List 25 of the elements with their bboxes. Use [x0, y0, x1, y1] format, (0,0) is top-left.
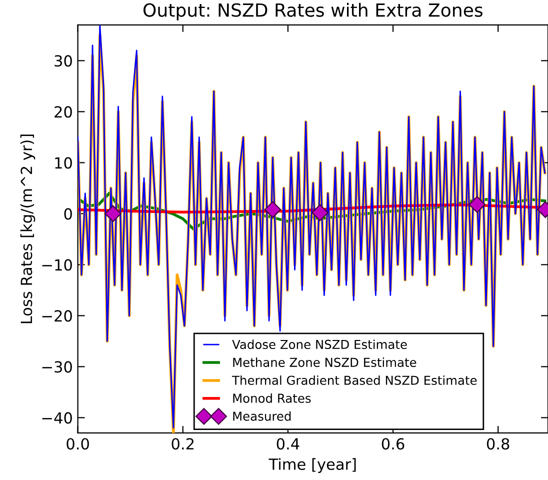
legend-label: Monod Rates [233, 393, 311, 403]
point [468, 196, 486, 213]
x-tick-label: 0.0 [66, 438, 89, 450]
chart-title: Output: NSZD Rates with Extra Zones [143, 2, 482, 20]
y-tick-label: 30 [54, 55, 72, 67]
y-tick-label: −40 [42, 412, 72, 424]
point [104, 205, 122, 222]
y-tick-label: −30 [42, 361, 72, 373]
legend-label: Measured [233, 411, 291, 421]
x-tick-label: 0.4 [276, 438, 300, 450]
x-tick-label: 0.6 [382, 438, 404, 450]
y-tick-label: 0 [64, 208, 72, 220]
point [312, 204, 328, 222]
x-tick-label: 0.8 [486, 438, 510, 450]
y-tick-label: −10 [42, 259, 72, 271]
y-tick-label: −20 [42, 310, 72, 322]
y-tick-label: 10 [55, 157, 72, 169]
y-axis-title: Loss Rates [kg/(m^2 yr)] [20, 134, 36, 324]
point [264, 201, 282, 218]
x-tick-label: 0.2 [172, 438, 194, 450]
legend-label: Methane Zone NSZD Estimate [233, 358, 416, 367]
legend-label: Thermal Gradient Based NSZD Estimate [232, 375, 477, 385]
x-axis-title: Time [year] [268, 458, 356, 473]
legend-label: Vadose Zone NSZD Estimate [232, 340, 407, 350]
y-tick-label: 20 [54, 106, 72, 118]
